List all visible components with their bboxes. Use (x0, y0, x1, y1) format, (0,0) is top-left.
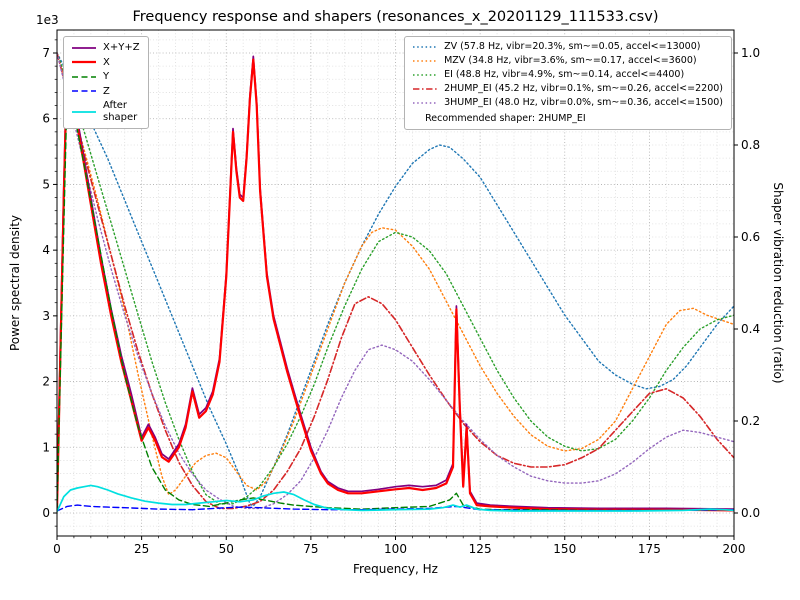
legend-item-xyz: X+Y+Z (71, 42, 140, 54)
legend-line-sample (413, 60, 438, 63)
legend-item-3hump_ei: 3HUMP_EI (48.0 Hz, vibr=0.0%, sm~=0.36, … (412, 96, 723, 109)
x-tick-label: 175 (638, 542, 661, 556)
legend-line-sample (72, 90, 96, 92)
y-right-tick-label: 0.0 (741, 506, 760, 520)
legend-shapers: ZV (57.8 Hz, vibr=20.3%, sm~=0.05, accel… (404, 36, 732, 130)
series-ei (57, 52, 734, 505)
y-left-tick-label: 6 (42, 112, 50, 126)
legend-item-ei: EI (48.8 Hz, vibr=4.9%, sm~=0.14, accel<… (412, 68, 723, 81)
x-tick-label: 125 (469, 542, 492, 556)
legend-line-sample (413, 102, 438, 104)
x-tick-label: 150 (553, 542, 576, 556)
y-left-tick-label: 5 (42, 177, 50, 191)
legend-line-sample (72, 61, 96, 64)
legend-item-after_shaper: After shaper (71, 100, 140, 123)
legend-line-sample (72, 76, 96, 78)
legend-label: Z (103, 85, 110, 97)
y-left-tick-label: 4 (42, 243, 50, 257)
legend-item-2hump_ei: 2HUMP_EI (45.2 Hz, vibr=0.1%, sm~=0.26, … (412, 82, 723, 95)
x-tick-label: 0 (53, 542, 61, 556)
x-tick-label: 200 (723, 542, 746, 556)
legend-label: After shaper (103, 100, 138, 123)
legend-label: X (103, 56, 110, 68)
legend-line-sample (72, 46, 96, 49)
y-left-tick-label: 3 (42, 309, 50, 323)
y-axis-offset-text: 1e3 (36, 13, 59, 27)
series-3hump_ei (57, 52, 734, 510)
x-tick-label: 50 (219, 542, 234, 556)
x-tick-label: 75 (303, 542, 318, 556)
y-right-tick-label: 1.0 (741, 46, 760, 60)
x-tick-label: 25 (134, 542, 149, 556)
legend-line-sample (413, 74, 438, 76)
chart-title: Frequency response and shapers (resonanc… (132, 9, 659, 25)
legend-psd: X+Y+Z X Y Z After shaper (63, 36, 149, 129)
series-zv (57, 52, 734, 507)
legend-item-x: X (71, 57, 140, 69)
legend-item-y: Y (71, 71, 140, 83)
y-left-tick-label: 1 (42, 440, 50, 454)
x-axis-label: Frequency, Hz (353, 562, 438, 576)
legend-label: X+Y+Z (103, 42, 140, 53)
legend-line-sample (413, 46, 438, 49)
y-left-tick-label: 7 (42, 46, 50, 60)
series-mzv (57, 52, 734, 496)
y-right-tick-label: 0.2 (741, 414, 760, 428)
legend-line-sample (413, 88, 438, 91)
y-left-tick-label: 2 (42, 375, 50, 389)
legend-line-sample (72, 110, 96, 113)
legend-recommendation: Recommended shaper: 2HUMP_EI (425, 112, 586, 124)
legend-label: 2HUMP_EI (45.2 Hz, vibr=0.1%, sm~=0.26, … (444, 82, 723, 94)
legend-label: EI (48.8 Hz, vibr=4.9%, sm~=0.14, accel<… (444, 68, 685, 80)
series-2hump_ei (57, 52, 734, 510)
legend-item-zv: ZV (57.8 Hz, vibr=20.3%, sm~=0.05, accel… (412, 41, 723, 53)
series-y (57, 85, 734, 512)
legend-label: 3HUMP_EI (48.0 Hz, vibr=0.0%, sm~=0.36, … (444, 96, 723, 108)
legend-label: ZV (57.8 Hz, vibr=20.3%, sm~=0.05, accel… (444, 41, 701, 52)
legend-label: MZV (34.8 Hz, vibr=3.6%, sm~=0.17, accel… (444, 54, 697, 66)
series-after_shaper (57, 484, 734, 513)
legend-label: Y (103, 71, 110, 82)
legend-item-mzv: MZV (34.8 Hz, vibr=3.6%, sm~=0.17, accel… (412, 54, 723, 67)
legend-item-z: Z (71, 86, 140, 98)
x-tick-label: 100 (384, 542, 407, 556)
y-right-tick-label: 0.6 (741, 230, 760, 244)
y-right-tick-label: 0.8 (741, 138, 760, 152)
y-right-tick-label: 0.4 (741, 322, 760, 336)
y-left-tick-label: 0 (42, 506, 50, 520)
